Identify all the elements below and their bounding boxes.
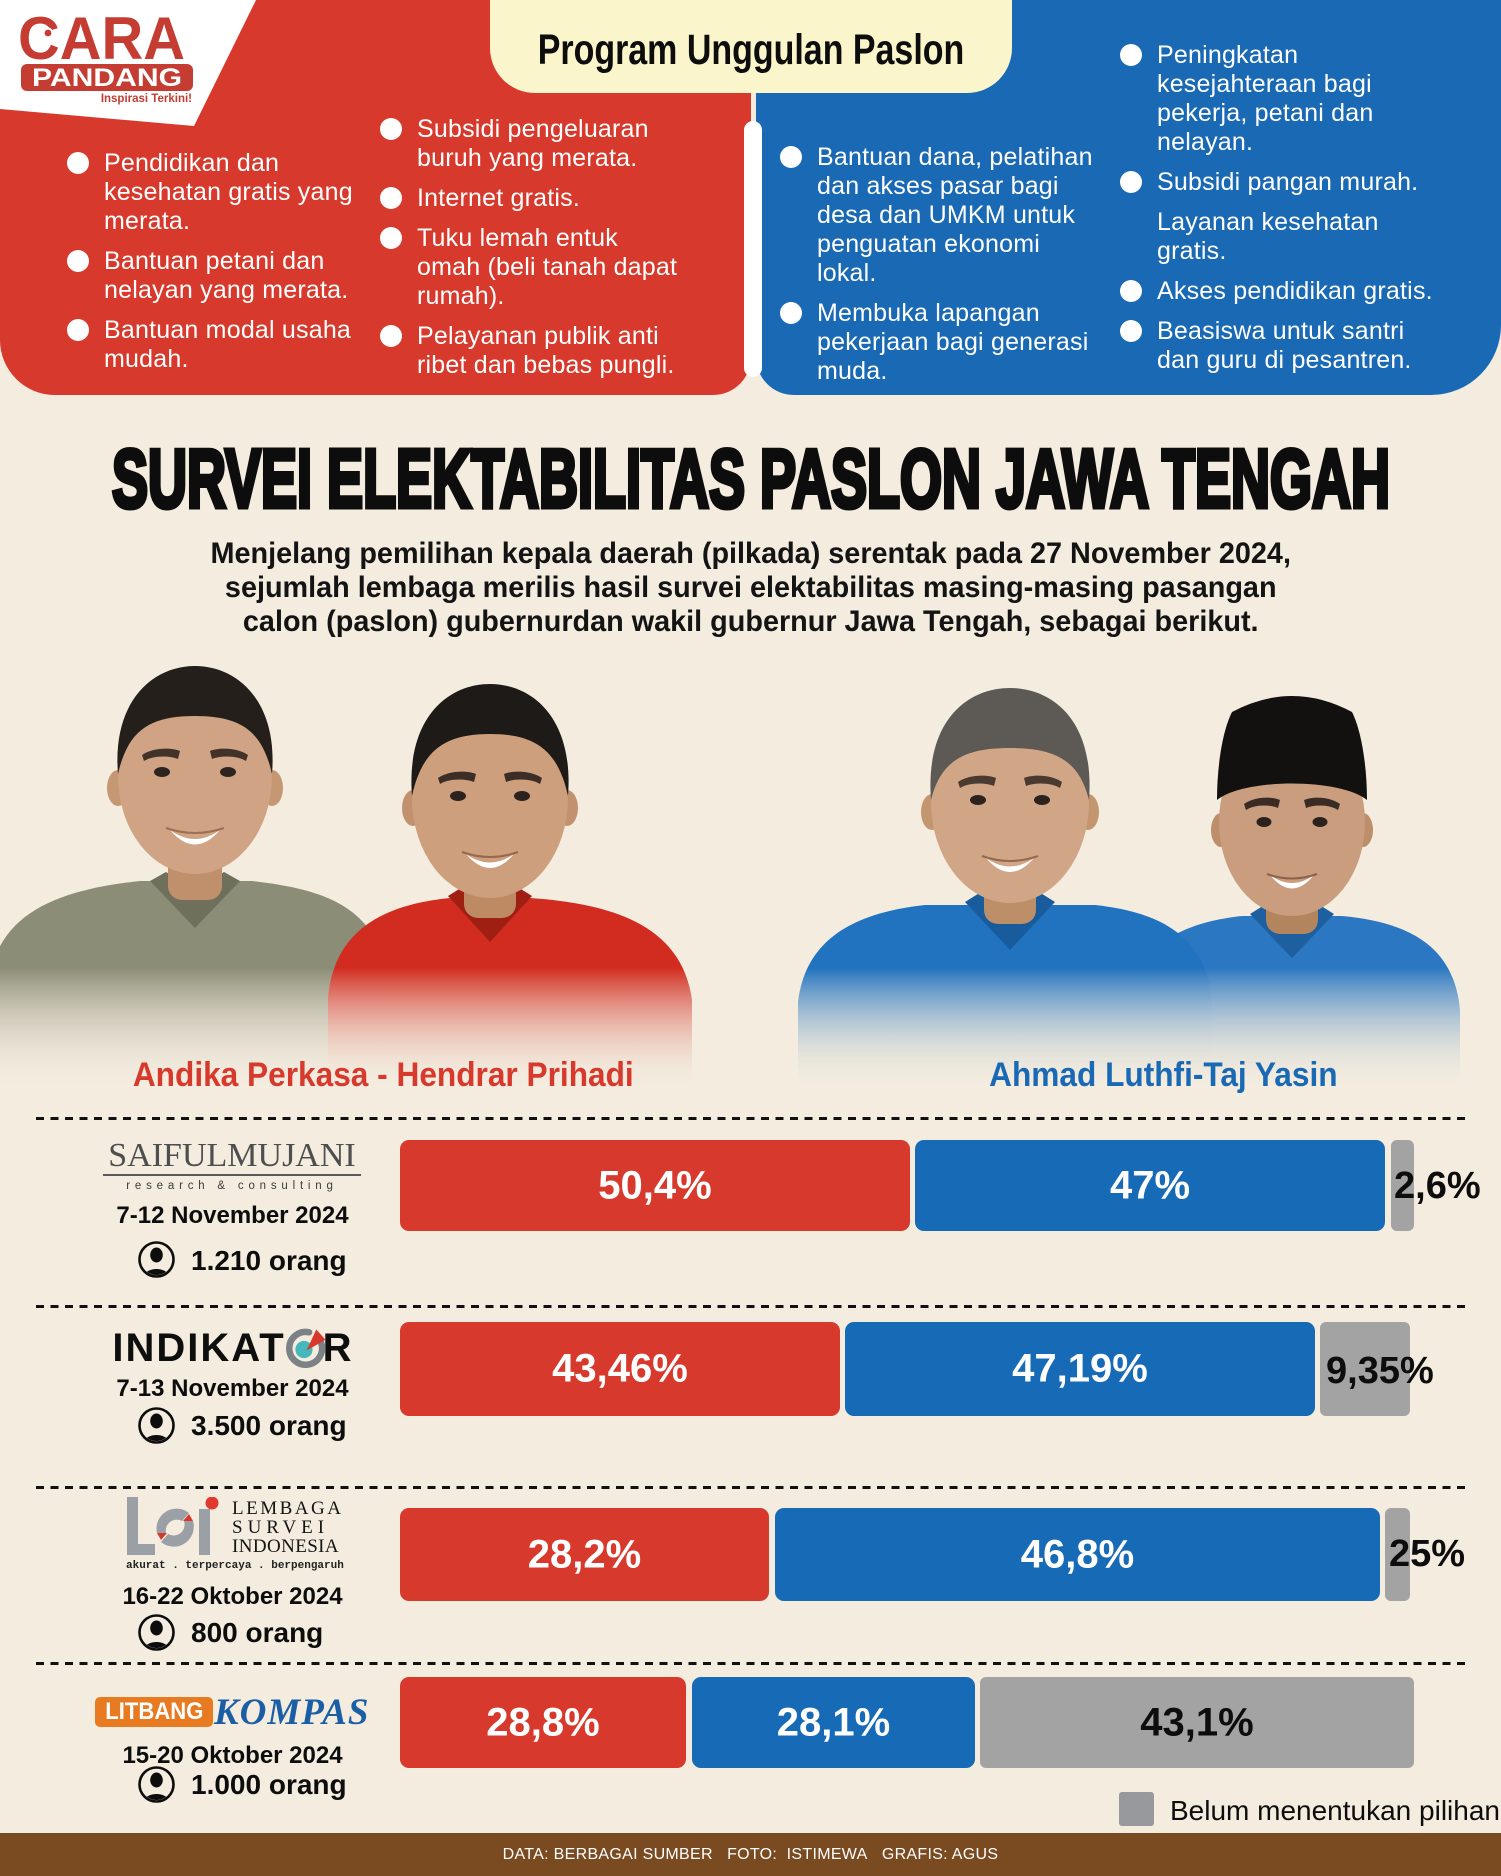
svg-text:PANDANG: PANDANG — [32, 64, 182, 92]
svg-text:SURVEI ELEKTABILITAS PASLON JA: SURVEI ELEKTABILITAS PASLON JAWA TENGAH — [112, 434, 1390, 524]
svg-text:Inspirasi Terkini!: Inspirasi Terkini! — [101, 93, 192, 105]
